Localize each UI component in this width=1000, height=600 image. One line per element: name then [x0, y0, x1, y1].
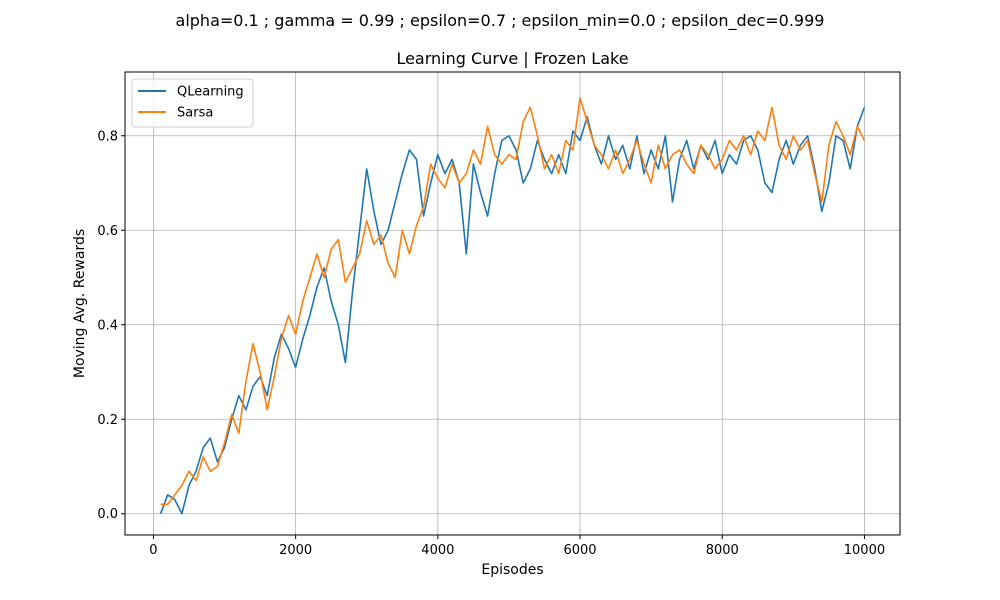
y-axis-label: Moving Avg. Rewards: [72, 229, 88, 378]
x-tick-label: 0: [149, 543, 157, 558]
x-tick-label: 8000: [706, 543, 739, 558]
x-tick-label: 10000: [844, 543, 885, 558]
y-tick-label: 0.2: [97, 413, 118, 428]
y-ticks: 0.0 0.2 0.4 0.6 0.8: [97, 129, 125, 522]
x-tick-label: 6000: [563, 543, 596, 558]
plot-area-frame: [124, 71, 901, 536]
y-tick-label: 0.4: [97, 318, 118, 333]
series-line-sarsa: [160, 97, 866, 506]
y-tick-label: 0.6: [97, 224, 118, 239]
gridlines: [125, 72, 900, 535]
y-tick-label: 0.8: [97, 129, 118, 144]
x-tick-label: 2000: [279, 543, 312, 558]
chart-title: Learning Curve | Frozen Lake: [396, 49, 628, 68]
series-line-qlearning: [159, 107, 866, 515]
series-group: [159, 97, 866, 515]
legend: QLearning Sarsa: [131, 78, 254, 128]
legend-label-qlearning: QLearning: [177, 85, 244, 100]
chart-suptitle: alpha=0.1 ; gamma = 0.99 ; epsilon=0.7 ;…: [176, 11, 825, 31]
y-tick-label: 0.0: [97, 507, 118, 522]
x-axis-label: Episodes: [481, 562, 543, 578]
x-ticks: 0 2000 4000 6000 8000 10000: [149, 535, 885, 558]
x-tick-label: 4000: [421, 543, 454, 558]
legend-label-sarsa: Sarsa: [177, 106, 213, 121]
